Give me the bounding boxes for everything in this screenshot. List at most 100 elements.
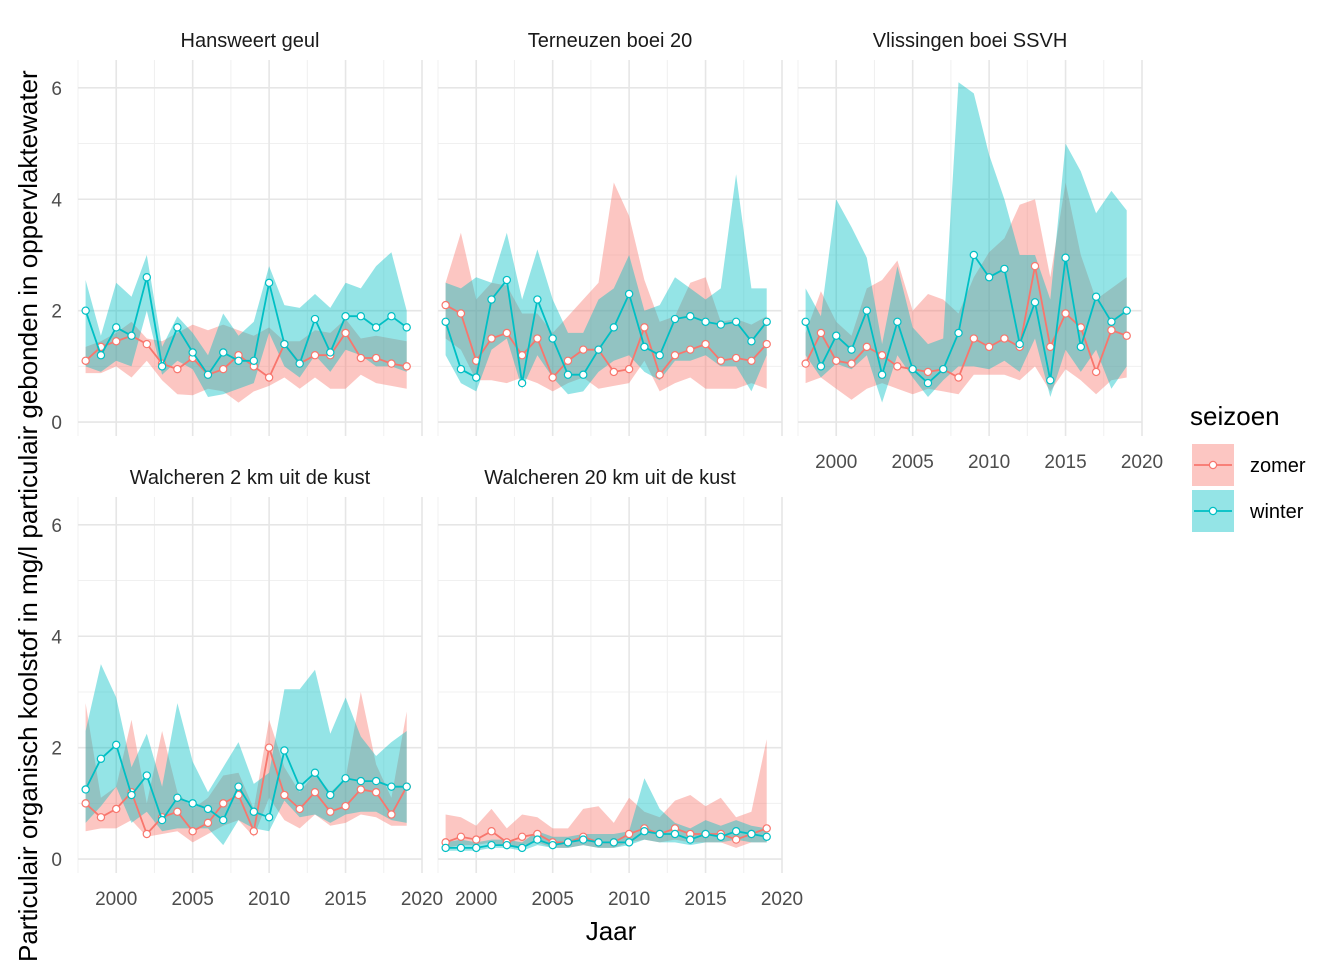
- y-tick-label: 4: [51, 627, 62, 648]
- x-tick-label: 2020: [401, 889, 443, 910]
- point-zomer: [533, 334, 542, 343]
- point-zomer: [173, 364, 182, 374]
- point-winter: [402, 782, 411, 791]
- point-winter: [609, 838, 619, 847]
- point-winter: [356, 312, 366, 321]
- point-winter: [310, 768, 320, 777]
- point-zomer: [1091, 367, 1101, 377]
- point-winter: [203, 370, 213, 379]
- ribbon-winter: [805, 82, 1127, 403]
- legend-title: seizoen: [1190, 401, 1280, 431]
- point-winter: [280, 746, 289, 755]
- point-winter: [487, 295, 496, 304]
- point-winter: [954, 328, 963, 338]
- point-zomer: [670, 351, 680, 360]
- point-zomer: [517, 351, 527, 360]
- point-winter: [456, 364, 466, 374]
- point-winter: [594, 838, 603, 847]
- point-winter: [203, 804, 213, 814]
- point-zomer: [188, 827, 197, 836]
- point-winter: [81, 785, 90, 794]
- point-winter: [81, 306, 90, 315]
- point-winter: [908, 364, 917, 374]
- point-zomer: [1000, 334, 1009, 343]
- point-winter: [441, 317, 450, 327]
- point-winter: [624, 289, 634, 299]
- point-winter: [533, 295, 542, 304]
- point-winter: [96, 754, 106, 764]
- point-winter: [893, 317, 902, 327]
- point-zomer: [731, 353, 741, 363]
- point-zomer: [387, 810, 396, 819]
- x-tick-label: 2000: [95, 889, 137, 910]
- point-zomer: [219, 799, 228, 808]
- point-zomer: [402, 362, 411, 371]
- point-winter: [579, 835, 588, 844]
- line-winter: [444, 277, 768, 384]
- point-winter: [563, 370, 573, 379]
- point-winter: [387, 312, 396, 321]
- point-zomer: [969, 334, 979, 343]
- point-winter: [112, 323, 121, 332]
- point-winter: [877, 370, 887, 379]
- point-winter: [563, 838, 573, 847]
- point-winter: [517, 378, 527, 388]
- point-zomer: [472, 835, 481, 844]
- point-zomer: [295, 804, 304, 814]
- point-winter: [701, 317, 710, 327]
- point-zomer: [502, 328, 511, 338]
- point-winter: [356, 776, 366, 786]
- point-zomer: [441, 300, 450, 310]
- ribbon-winter: [85, 252, 407, 397]
- point-zomer: [81, 799, 90, 808]
- point-zomer: [1061, 309, 1070, 318]
- x-tick-label: 2020: [761, 889, 803, 910]
- x-tick-label: 2010: [248, 889, 290, 910]
- line-zomer: [804, 265, 1128, 379]
- point-winter: [157, 362, 167, 371]
- panel: Vlissingen boei SSVH: [797, 30, 1143, 436]
- panel-title: Vlissingen boei SSVH: [873, 30, 1068, 52]
- major-gridlines: [438, 497, 783, 873]
- panel: Hansweert geul 0 2 4 6: [51, 30, 423, 436]
- point-winter: [280, 339, 289, 349]
- point-zomer: [487, 334, 496, 343]
- point-winter: [502, 275, 511, 285]
- x-tick-label: 2010: [968, 452, 1010, 473]
- legend-key-point: [1208, 460, 1218, 470]
- point-zomer: [326, 807, 335, 816]
- point-winter: [670, 314, 680, 324]
- point-winter: [862, 306, 872, 315]
- point-winter: [157, 815, 167, 825]
- point-winter: [326, 790, 335, 800]
- ribbon-zomer: [85, 692, 407, 843]
- legend-label: winter: [1249, 501, 1304, 523]
- point-winter: [1076, 342, 1086, 352]
- line-winter: [445, 830, 767, 849]
- point-winter: [341, 774, 350, 783]
- point-winter: [609, 323, 619, 332]
- point-winter: [640, 827, 649, 836]
- point-winter: [264, 278, 274, 288]
- point-winter: [295, 782, 304, 791]
- x-tick-label: 2000: [815, 452, 857, 473]
- point-winter: [640, 342, 649, 352]
- y-tick-label: 0: [51, 850, 62, 871]
- legend: seizoen zomer winter: [1190, 401, 1306, 532]
- point-zomer: [1046, 342, 1055, 352]
- point-winter: [96, 351, 106, 360]
- point-zomer: [264, 743, 274, 752]
- legend-item: winter: [1192, 490, 1304, 532]
- line-zomer: [445, 304, 768, 380]
- point-zomer: [203, 818, 213, 828]
- point-zomer: [387, 359, 396, 368]
- panel-title: Terneuzen boei 20: [528, 30, 693, 52]
- point-winter: [984, 273, 994, 282]
- point-zomer: [456, 832, 466, 841]
- point-zomer: [264, 373, 274, 382]
- point-winter: [655, 351, 664, 360]
- point-winter: [234, 782, 243, 791]
- point-zomer: [142, 829, 151, 839]
- point-winter: [402, 323, 411, 332]
